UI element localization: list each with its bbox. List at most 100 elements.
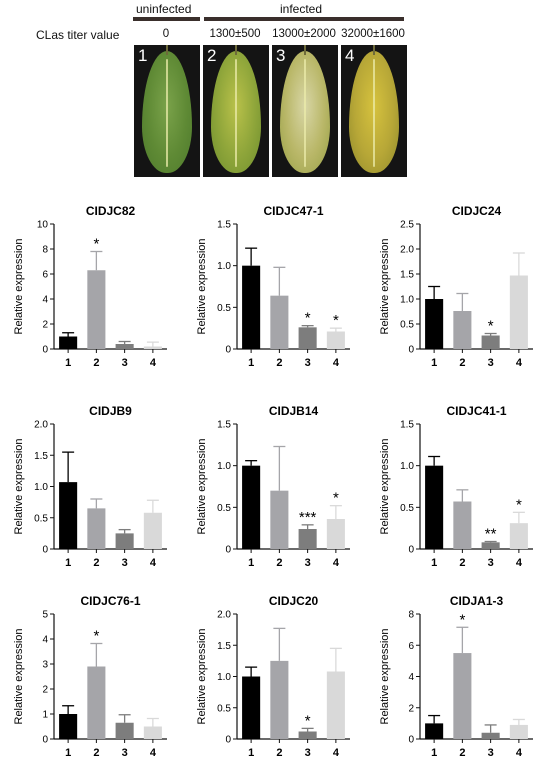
x-tick-label: 4 <box>333 557 340 569</box>
bar-2 <box>270 490 289 549</box>
bar-3 <box>115 344 134 349</box>
infected-bracket <box>204 17 404 21</box>
leaf-stem <box>235 45 237 55</box>
y-tick-label: 2.5 <box>400 220 414 231</box>
y-tick-label: 1.5 <box>217 641 231 652</box>
bar-3 <box>298 731 317 739</box>
y-tick-label: 2.0 <box>217 610 231 621</box>
bar-4 <box>326 519 345 549</box>
y-axis-label: Relative expression <box>13 439 25 535</box>
x-tick-label: 3 <box>122 557 128 569</box>
y-tick-label: 2 <box>42 320 48 331</box>
y-tick-label: 1.5 <box>217 220 231 231</box>
leaf-shape <box>142 51 192 173</box>
y-tick-label: 4 <box>42 635 48 646</box>
bar-4 <box>326 671 345 739</box>
significance-marker: * <box>93 628 99 645</box>
x-tick-label: 3 <box>305 557 311 569</box>
bar-3 <box>481 335 500 349</box>
leaf-stem <box>166 45 168 55</box>
chart-title: CIDJB14 <box>269 404 319 418</box>
y-tick-label: 8 <box>42 245 48 256</box>
bar-1 <box>242 465 261 549</box>
x-tick-label: 2 <box>459 357 465 369</box>
leaf-stem <box>304 45 306 55</box>
bar-4 <box>143 726 162 739</box>
x-tick-label: 2 <box>93 357 99 369</box>
y-tick-label: 4 <box>42 295 48 306</box>
chart-title: CIDJC47-1 <box>263 204 323 218</box>
bar-3 <box>481 732 500 739</box>
chart-title: CIDJC20 <box>269 594 319 608</box>
bar-2 <box>453 653 472 739</box>
x-tick-label: 1 <box>431 357 437 369</box>
x-tick-label: 1 <box>248 357 254 369</box>
x-tick-label: 2 <box>459 747 465 759</box>
chart-cidjc76-1: CIDJC76-1 Relative expression 0 1 2 3 4 5 1 2 * 3 4 <box>13 594 167 759</box>
bar-3 <box>481 542 500 549</box>
leaf-photo-1: 1 <box>134 45 200 177</box>
y-axis-label: Relative expression <box>13 629 25 725</box>
significance-marker: * <box>333 490 339 507</box>
y-tick-label: 2 <box>42 685 48 696</box>
x-tick-label: 4 <box>516 357 523 369</box>
bar-3 <box>115 533 134 549</box>
bar-2 <box>453 311 472 349</box>
titer-value-2: 1300±500 <box>209 28 261 40</box>
significance-marker: * <box>488 318 494 335</box>
y-tick-label: 6 <box>408 641 414 652</box>
leaf-number: 4 <box>345 46 355 65</box>
x-tick-label: 1 <box>65 357 71 369</box>
leaf-shape <box>349 51 399 173</box>
significance-marker: *** <box>299 509 317 526</box>
titer-value-1: 0 <box>162 28 170 40</box>
y-axis-label: Relative expression <box>379 629 391 725</box>
y-tick-label: 8 <box>408 610 414 621</box>
y-axis-label: Relative expression <box>379 439 391 535</box>
chart-cidjb9: CIDJB9 Relative expression 0 0.5 1.0 1.5 2.0 1 2… <box>13 404 167 569</box>
chart-title: CIDJB9 <box>89 404 132 418</box>
significance-marker: * <box>459 611 465 628</box>
y-tick-label: 1.0 <box>217 461 231 472</box>
bar-1 <box>425 299 444 349</box>
x-tick-label: 2 <box>276 357 282 369</box>
y-tick-label: 1.0 <box>217 672 231 683</box>
y-tick-label: 2.0 <box>400 245 414 256</box>
titer-value-3: 13000±2000 <box>272 28 336 40</box>
significance-marker: * <box>305 712 311 729</box>
chart-cidjc41-1: CIDJC41-1 Relative expression 0 0.5 1.0 1.5 1 2… <box>379 404 533 569</box>
x-tick-label: 2 <box>459 557 465 569</box>
titer-label: CLas titer value <box>36 28 120 42</box>
y-tick-label: 0 <box>408 345 414 356</box>
x-tick-label: 2 <box>93 557 99 569</box>
chart-title: CIDJC82 <box>86 204 136 218</box>
bar-4 <box>509 275 528 349</box>
bar-2 <box>270 660 289 739</box>
x-tick-label: 1 <box>65 557 71 569</box>
bar-1 <box>59 336 78 349</box>
y-tick-label: 5 <box>42 610 48 621</box>
leaf-number: 1 <box>138 46 148 65</box>
y-tick-label: 2.0 <box>34 420 48 431</box>
x-tick-label: 2 <box>276 557 282 569</box>
y-axis-label: Relative expression <box>196 439 208 535</box>
x-tick-label: 2 <box>93 747 99 759</box>
bar-4 <box>326 331 345 349</box>
y-tick-label: 1.5 <box>34 451 48 462</box>
y-tick-label: 1.0 <box>400 295 414 306</box>
x-tick-label: 3 <box>122 357 128 369</box>
chart-title: CIDJA1-3 <box>450 594 504 608</box>
y-tick-label: 3 <box>42 660 48 671</box>
x-tick-label: 3 <box>488 357 494 369</box>
x-tick-label: 1 <box>65 747 71 759</box>
y-tick-label: 2 <box>408 703 414 714</box>
y-tick-label: 1.5 <box>400 270 414 281</box>
bar-1 <box>59 714 78 739</box>
y-tick-label: 1.5 <box>400 420 414 431</box>
x-tick-label: 3 <box>488 557 494 569</box>
y-axis-label: Relative expression <box>196 629 208 725</box>
y-tick-label: 0.5 <box>34 513 48 524</box>
titer-value-4: 32000±1600 <box>341 28 405 40</box>
x-tick-label: 4 <box>333 357 340 369</box>
